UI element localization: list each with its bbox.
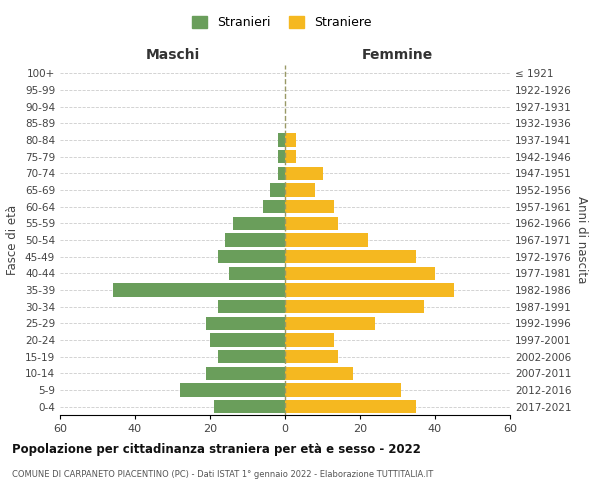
Bar — [277, 166, 285, 180]
Bar — [214, 400, 285, 413]
Text: Popolazione per cittadinanza straniera per età e sesso - 2022: Popolazione per cittadinanza straniera p… — [12, 442, 421, 456]
Bar — [218, 350, 285, 364]
Bar — [206, 316, 285, 330]
Bar — [285, 316, 375, 330]
Bar — [270, 184, 285, 196]
Bar — [229, 266, 285, 280]
Bar — [180, 384, 285, 396]
Bar — [277, 134, 285, 146]
Text: Femmine: Femmine — [362, 48, 433, 62]
Bar — [285, 200, 334, 213]
Bar — [285, 150, 296, 164]
Text: Maschi: Maschi — [145, 48, 200, 62]
Bar — [285, 184, 315, 196]
Bar — [285, 134, 296, 146]
Bar — [285, 350, 337, 364]
Bar — [263, 200, 285, 213]
Bar — [206, 366, 285, 380]
Legend: Stranieri, Straniere: Stranieri, Straniere — [187, 11, 377, 34]
Bar — [233, 216, 285, 230]
Bar — [285, 166, 323, 180]
Bar — [285, 300, 424, 314]
Bar — [218, 300, 285, 314]
Y-axis label: Anni di nascita: Anni di nascita — [575, 196, 588, 284]
Bar — [285, 334, 334, 346]
Bar — [285, 250, 416, 264]
Bar — [225, 234, 285, 246]
Bar — [285, 400, 416, 413]
Text: COMUNE DI CARPANETO PIACENTINO (PC) - Dati ISTAT 1° gennaio 2022 - Elaborazione : COMUNE DI CARPANETO PIACENTINO (PC) - Da… — [12, 470, 433, 479]
Bar — [285, 384, 401, 396]
Bar — [285, 266, 435, 280]
Bar — [210, 334, 285, 346]
Bar — [277, 150, 285, 164]
Y-axis label: Fasce di età: Fasce di età — [7, 205, 19, 275]
Bar — [285, 284, 454, 296]
Bar — [218, 250, 285, 264]
Bar — [285, 216, 337, 230]
Bar — [285, 366, 353, 380]
Bar — [113, 284, 285, 296]
Bar — [285, 234, 367, 246]
